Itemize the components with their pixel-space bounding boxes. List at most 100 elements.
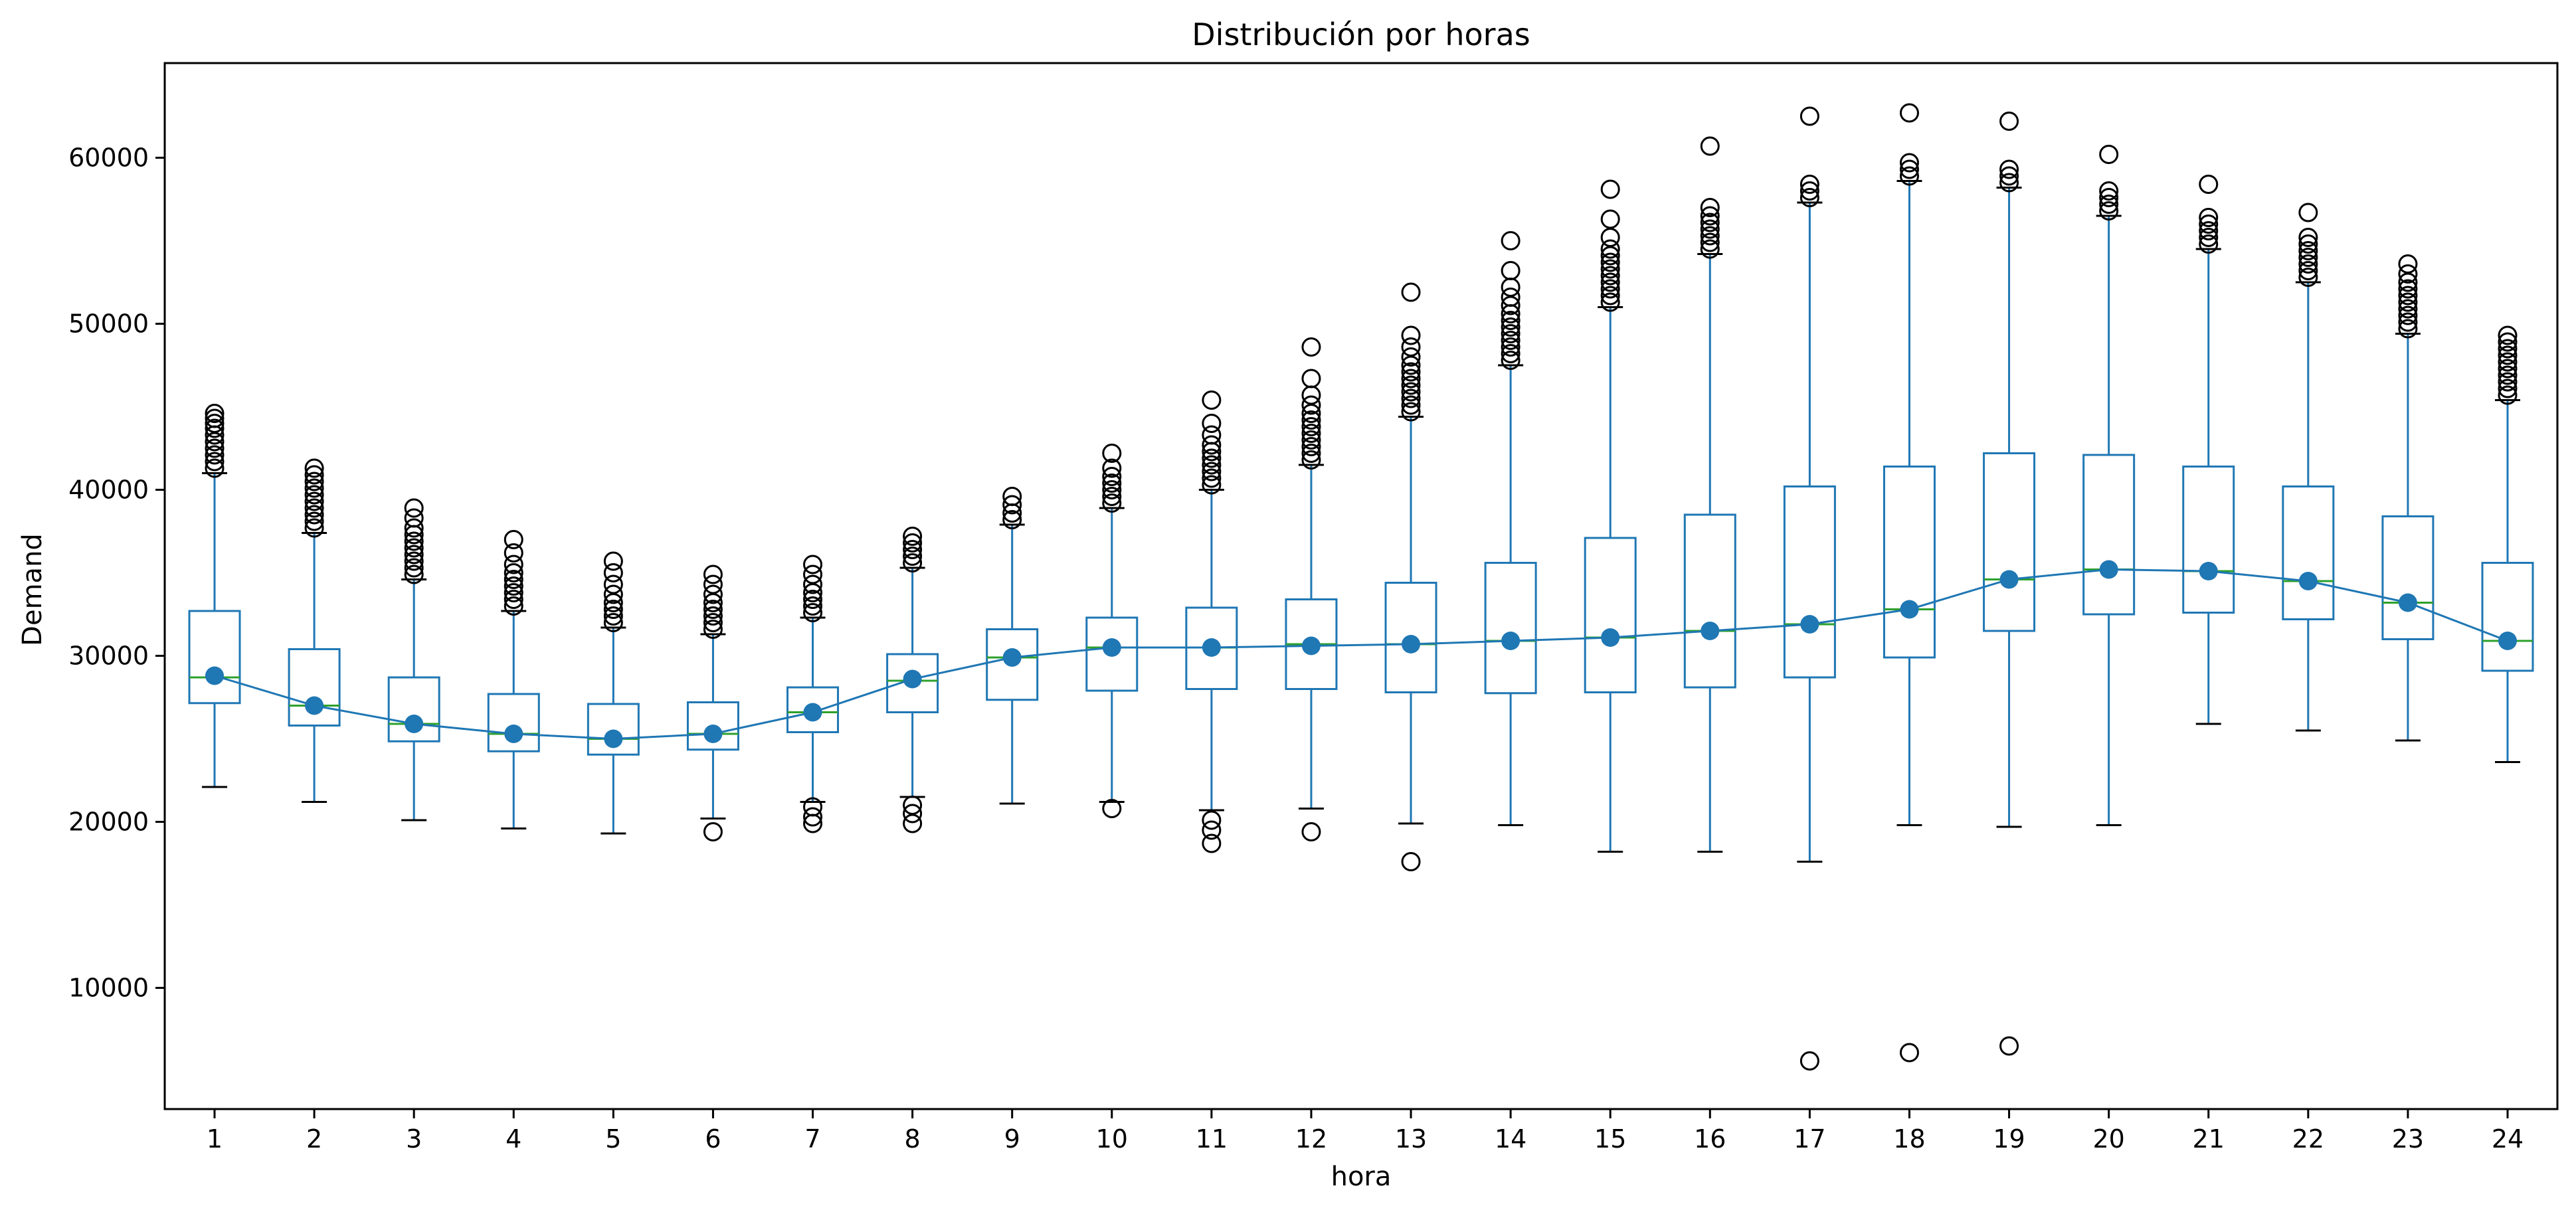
outlier-point [2498,379,2518,398]
outlier-point [2298,261,2318,280]
mean-point [504,725,523,743]
mean-point [1601,628,1620,647]
outlier-point [504,583,523,602]
outlier-point [1899,103,1919,123]
x-tick-label: 19 [1993,1124,2025,1154]
outlier-point [2199,228,2219,247]
outlier-point [1799,1051,1819,1071]
outlier-point [1700,239,1720,259]
mean-point [2298,572,2318,590]
x-tick-label: 5 [605,1124,621,1154]
outlier-point [1202,475,1222,495]
box-iqr [1983,452,2036,632]
outlier-point [903,553,923,572]
mean-point [703,725,723,743]
outlier-point [2298,254,2318,274]
outlier-point [1999,112,2019,131]
box-iqr [1584,537,1637,693]
outlier-point [2199,221,2219,240]
outlier-point [1202,462,1222,481]
box-iqr [1384,582,1437,693]
mean-point [1301,636,1321,655]
box-iqr [1683,513,1736,689]
outlier-point [1700,213,1720,232]
outlier-point [1600,279,1620,299]
outlier-point [603,551,623,571]
outlier-point [504,530,523,549]
outlier-point [2398,292,2418,312]
outlier-point [903,796,923,815]
outlier-point [1202,455,1222,475]
box-8 [886,527,939,833]
outlier-point [903,533,923,553]
box-24 [2481,325,2534,763]
box-iqr [1883,466,1936,659]
outlier-point [1501,261,1520,280]
outlier-point [1002,495,1022,515]
outlier-point [703,600,723,619]
x-tick-label: 21 [2193,1124,2225,1154]
outlier-point [1202,390,1222,410]
box-11 [1185,390,1238,853]
outlier-point [703,822,723,841]
box-iqr [2381,515,2435,640]
outlier-point [1102,474,1122,493]
outlier-point [1799,106,1819,126]
outlier-point [2398,286,2418,305]
box-1 [188,404,241,788]
outlier-point [803,603,823,622]
outlier-point [1102,467,1122,486]
y-tick-label: 40000 [68,476,149,505]
outlier-point [205,438,225,458]
mean-point [2199,562,2218,580]
outlier-point [2199,215,2219,234]
x-tick-label: 7 [804,1124,820,1154]
box-19 [1983,112,2036,1056]
outlier-point [2298,203,2318,222]
x-tick-label: 23 [2392,1124,2424,1154]
outlier-point [1999,173,2019,193]
outlier-point [2398,264,2418,284]
mean-point [1800,615,1819,634]
outlier-point [1301,450,1321,470]
box-2 [288,458,341,803]
outlier-point [304,465,324,485]
mean-point [1701,622,1720,640]
outlier-point [1799,188,1819,207]
mean-point [1501,632,1520,650]
outlier-point [1700,226,1720,246]
outlier-point [2298,228,2318,247]
outlier-point [1600,252,1620,272]
y-axis-label: Demand [17,533,48,646]
outlier-point [1301,385,1321,405]
x-tick-label: 3 [406,1124,422,1154]
mean-point [2099,560,2118,579]
mean-point [903,669,922,689]
x-tick-label: 4 [506,1124,521,1154]
outlier-point [205,418,225,438]
mean-line-group [205,560,2517,748]
mean-point [604,729,623,748]
outlier-point [205,408,225,428]
box-iqr [188,610,241,705]
box-group [188,103,2534,1071]
box-22 [2282,203,2335,732]
outlier-point [1899,159,1919,179]
outlier-point [803,590,823,609]
outlier-point [1501,351,1520,370]
box-17 [1783,106,1836,1071]
y-tick-label: 60000 [68,143,149,173]
outlier-point [1600,228,1620,247]
x-tick-label: 22 [2292,1124,2324,1154]
outlier-point [1600,209,1620,229]
x-tick-label: 1 [207,1124,223,1154]
outlier-point [1202,820,1222,840]
outlier-point [1401,402,1421,422]
outlier-point [2398,299,2418,319]
outlier-point [1002,510,1022,529]
outlier-point [205,458,225,478]
outlier-point [504,555,523,574]
outlier-point [2498,339,2518,359]
outlier-point [1401,282,1421,302]
outlier-point [1700,232,1720,252]
